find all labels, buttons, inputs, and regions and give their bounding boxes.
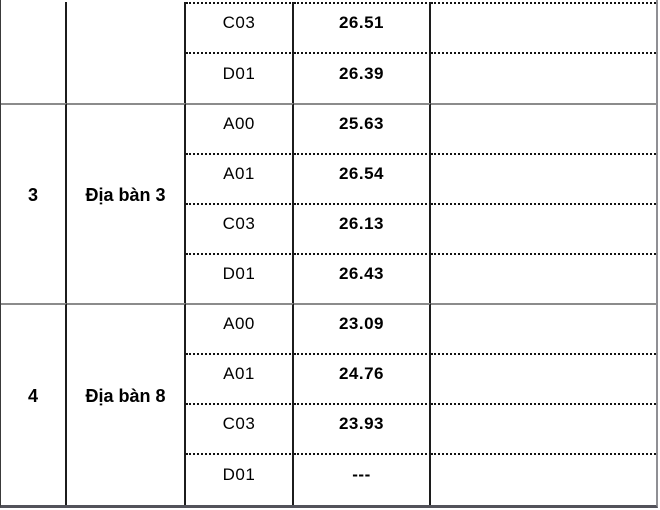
empty-cell	[431, 453, 656, 505]
empty-cell	[431, 52, 656, 103]
score-cell: 23.93	[294, 403, 431, 453]
empty-cell	[431, 253, 656, 303]
group-number-cell: 3	[1, 103, 67, 303]
score-cell: 26.13	[294, 203, 431, 253]
score-cell: 25.63	[294, 103, 431, 153]
code-cell: D01	[186, 253, 294, 303]
empty-cell	[431, 2, 656, 52]
score-cell: ---	[294, 453, 431, 505]
empty-cell	[431, 303, 656, 353]
code-cell: D01	[186, 52, 294, 103]
empty-cell	[431, 203, 656, 253]
group-number-cell: 4	[1, 303, 67, 505]
code-cell: A00	[186, 103, 294, 153]
empty-cell	[431, 153, 656, 203]
code-cell: C03	[186, 2, 294, 52]
code-cell: A01	[186, 353, 294, 403]
empty-cell	[431, 353, 656, 403]
group-name-cell: Địa bàn 8	[67, 303, 186, 505]
empty-cell	[431, 403, 656, 453]
score-cell: 23.09	[294, 303, 431, 353]
group-name-cell: Địa bàn 3	[67, 103, 186, 303]
score-cell: 26.54	[294, 153, 431, 203]
code-cell: A01	[186, 153, 294, 203]
score-cell: 26.51	[294, 2, 431, 52]
code-cell: A00	[186, 303, 294, 353]
code-cell: D01	[186, 453, 294, 505]
empty-cell	[431, 103, 656, 153]
score-cell: 24.76	[294, 353, 431, 403]
score-cell: 26.43	[294, 253, 431, 303]
group-number-cell	[1, 2, 67, 103]
group-name-cell	[67, 2, 186, 103]
score-cell: 26.39	[294, 52, 431, 103]
code-cell: C03	[186, 403, 294, 453]
code-cell: C03	[186, 203, 294, 253]
